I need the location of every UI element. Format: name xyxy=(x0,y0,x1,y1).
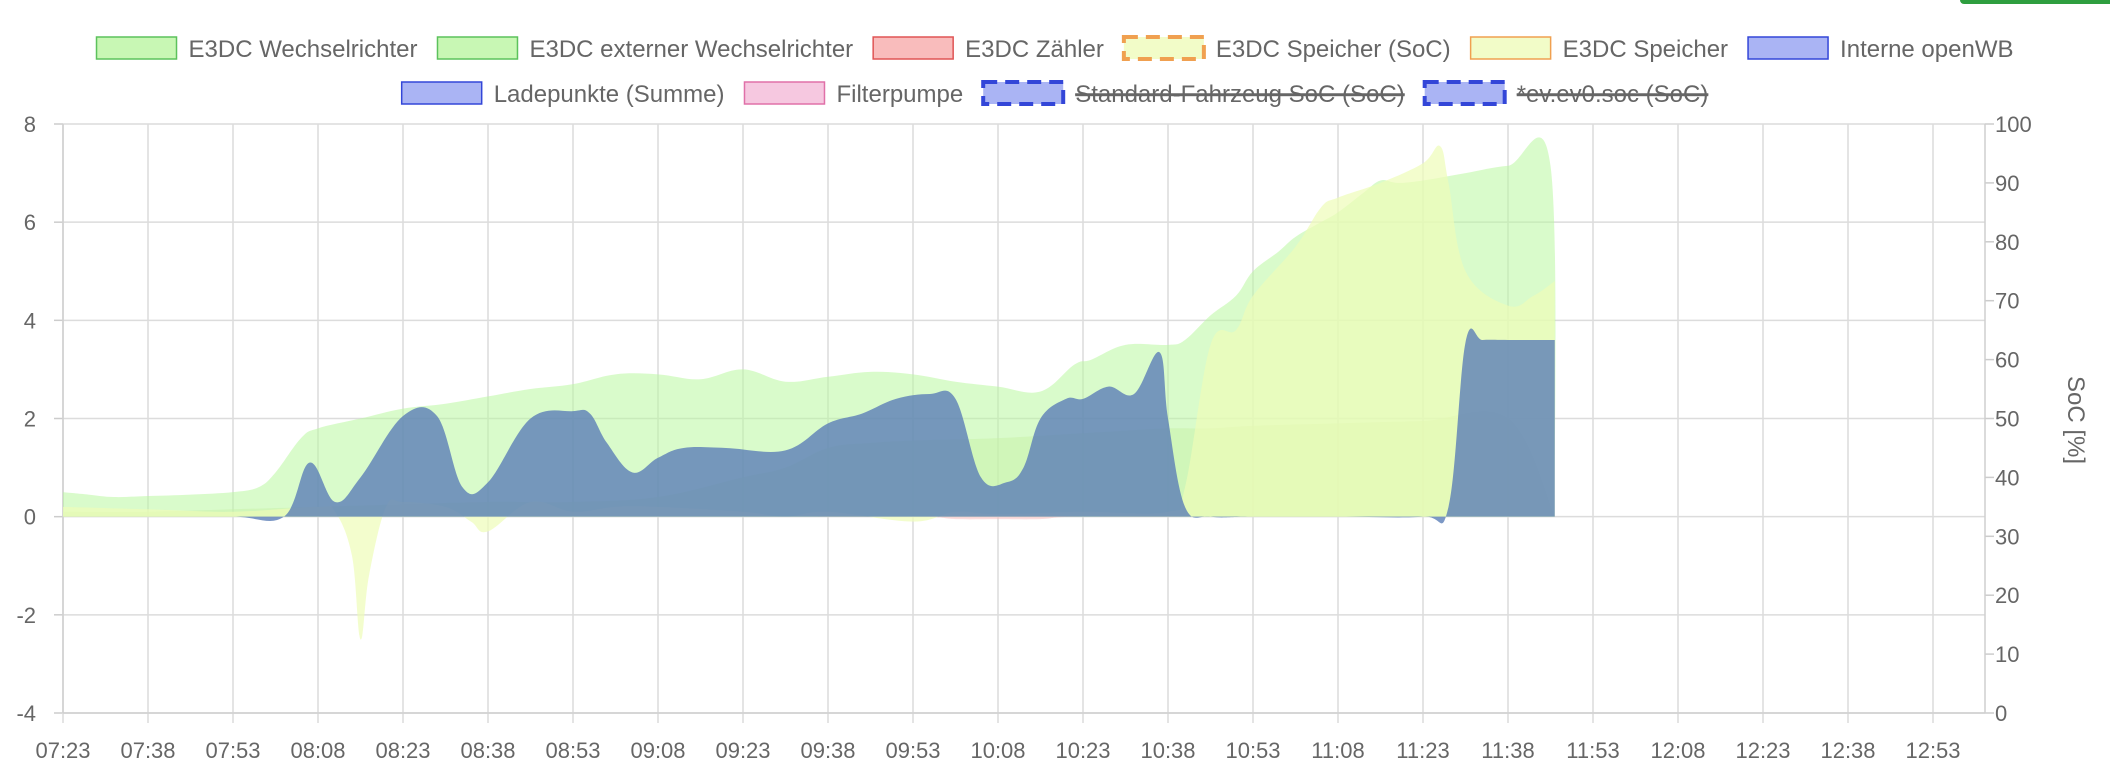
legend-item[interactable]: *ev.ev0.soc (SoC) xyxy=(1422,80,1709,108)
y-right-tick-label: 10 xyxy=(1995,642,2019,667)
right-axis-title: SoC [%] xyxy=(2062,376,2089,464)
x-tick-label: 09:53 xyxy=(885,738,940,763)
y-left-tick-label: 6 xyxy=(24,210,36,235)
x-tick-label: 12:38 xyxy=(1820,738,1875,763)
x-tick-label: 12:23 xyxy=(1735,738,1790,763)
x-tick-label: 08:08 xyxy=(290,738,345,763)
legend-swatch xyxy=(95,36,178,60)
y-left-tick-label: 2 xyxy=(24,407,36,432)
series-layer xyxy=(63,137,1556,640)
y-left-tick-label: -4 xyxy=(16,701,36,726)
y-left-tick-label: 0 xyxy=(24,505,36,530)
x-tick-label: 12:53 xyxy=(1905,738,1960,763)
x-tick-label: 09:23 xyxy=(715,738,770,763)
legend-item[interactable]: E3DC Zähler xyxy=(872,36,1104,63)
legend-swatch xyxy=(1121,35,1206,61)
legend-label: Filterpumpe xyxy=(836,81,963,108)
legend-item[interactable]: Filterpumpe xyxy=(743,81,963,108)
y-right-tick-label: 50 xyxy=(1995,407,2019,432)
x-tick-label: 10:08 xyxy=(970,738,1025,763)
legend-swatch xyxy=(1422,80,1507,106)
legend-label: E3DC Zähler xyxy=(965,36,1104,63)
x-tick-label: 10:53 xyxy=(1225,738,1280,763)
legend-item[interactable]: E3DC Wechselrichter xyxy=(95,36,418,63)
y-right-tick-label: 60 xyxy=(1995,348,2019,373)
x-tick-label: 10:23 xyxy=(1055,738,1110,763)
x-tick-label: 11:23 xyxy=(1396,738,1449,763)
y-right-tick-label: 90 xyxy=(1995,171,2019,196)
x-tick-label: 08:38 xyxy=(460,738,515,763)
legend-item[interactable]: Ladepunkte (Summe) xyxy=(400,81,725,108)
y-left-tick-label: 8 xyxy=(24,112,36,137)
y-right-tick-label: 80 xyxy=(1995,230,2019,255)
y-right-tick-label: 100 xyxy=(1995,112,2032,137)
legend-label: Ladepunkte (Summe) xyxy=(494,81,725,108)
legend-item[interactable]: E3DC externer Wechselrichter xyxy=(436,36,853,63)
legend-label: E3DC Speicher (SoC) xyxy=(1216,36,1451,63)
y-right-tick-label: 0 xyxy=(1995,701,2007,726)
legend-label: E3DC Speicher xyxy=(1563,36,1728,63)
legend-swatch xyxy=(1469,36,1552,60)
legend[interactable]: E3DC Wechselrichter E3DC externer Wechsel… xyxy=(95,35,2014,108)
x-tick-label: 08:23 xyxy=(375,738,430,763)
x-tick-label: 10:38 xyxy=(1140,738,1195,763)
y-right-tick-label: 70 xyxy=(1995,289,2019,314)
y-right-tick-label: 20 xyxy=(1995,583,2019,608)
legend-swatch xyxy=(436,36,519,60)
x-tick-label: 07:53 xyxy=(205,738,260,763)
legend-label: E3DC externer Wechselrichter xyxy=(529,36,853,63)
x-tick-label: 07:23 xyxy=(35,738,90,763)
legend-swatch xyxy=(981,80,1066,106)
legend-item[interactable]: Standard-Fahrzeug SoC (SoC) xyxy=(981,80,1405,108)
x-tick-label: 09:08 xyxy=(630,738,685,763)
legend-swatch xyxy=(872,36,954,60)
y-right-tick-label: 40 xyxy=(1995,465,2019,490)
legend-item[interactable]: E3DC Speicher xyxy=(1469,36,1728,63)
top-edge-indicator xyxy=(1960,0,2110,4)
x-tick-label: 08:53 xyxy=(545,738,600,763)
legend-swatch xyxy=(400,81,483,105)
x-tick-label: 11:53 xyxy=(1566,738,1619,763)
x-tick-label: 12:08 xyxy=(1650,738,1705,763)
y-left-tick-label: 4 xyxy=(24,308,36,333)
series-area-interne-openwb xyxy=(63,328,1555,524)
legend-label: E3DC Wechselrichter xyxy=(189,36,418,63)
legend-swatch xyxy=(1747,36,1829,60)
x-tick-label: 11:08 xyxy=(1311,738,1364,763)
x-tick-label: 07:38 xyxy=(120,738,175,763)
y-left-tick-label: -2 xyxy=(16,603,36,628)
y-right-tick-label: 30 xyxy=(1995,524,2019,549)
legend-item[interactable]: E3DC Speicher (SoC) xyxy=(1121,35,1451,63)
legend-swatch xyxy=(743,81,826,105)
legend-label: Interne openWB xyxy=(1840,36,2013,63)
x-tick-label: 09:38 xyxy=(800,738,855,763)
legend-item[interactable]: Interne openWB xyxy=(1747,36,2013,63)
x-tick-label: 11:38 xyxy=(1481,738,1534,763)
